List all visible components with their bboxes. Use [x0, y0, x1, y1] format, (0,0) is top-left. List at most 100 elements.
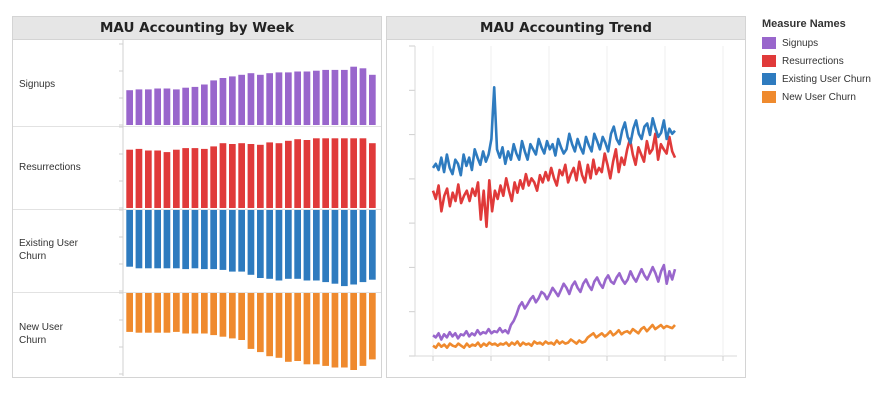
- row-divider: [13, 292, 381, 293]
- bar-new-user-churn: [331, 293, 339, 368]
- bar-existing-user-churn: [145, 210, 152, 269]
- bar-existing-user-churn: [266, 210, 273, 279]
- bar-resurrections: [247, 144, 255, 208]
- legend-item-new-user-churn[interactable]: New User Churn: [762, 88, 882, 106]
- bar-resurrections: [126, 149, 133, 208]
- bar-resurrections: [145, 150, 152, 208]
- bar-existing-user-churn: [247, 210, 255, 275]
- bar-signups: [369, 74, 376, 125]
- bar-existing-user-churn: [126, 210, 133, 267]
- legend-swatch: [762, 55, 776, 67]
- bar-resurrections: [285, 140, 292, 208]
- bar-resurrections: [359, 138, 367, 208]
- bar-existing-user-churn: [173, 210, 180, 269]
- bar-signups: [341, 69, 348, 125]
- bar-existing-user-churn: [238, 210, 245, 272]
- legend-title: Measure Names: [762, 18, 846, 30]
- bar-resurrections: [229, 144, 236, 208]
- bar-resurrections: [294, 139, 301, 208]
- bar-existing-user-churn: [191, 210, 199, 269]
- bar-existing-user-churn: [313, 210, 320, 281]
- bar-new-user-churn: [303, 293, 311, 365]
- bar-existing-user-churn: [201, 210, 208, 270]
- bar-existing-user-churn: [219, 210, 227, 270]
- bar-resurrections: [238, 143, 245, 208]
- bar-signups: [145, 89, 152, 125]
- bar-existing-user-churn: [359, 210, 367, 283]
- bar-resurrections: [219, 143, 227, 208]
- bar-resurrections: [331, 138, 339, 208]
- bar-existing-user-churn: [331, 210, 339, 284]
- bar-resurrections: [182, 148, 189, 208]
- legend: Measure Names Signups Resurrections Exis…: [762, 18, 882, 106]
- bar-signups: [322, 69, 329, 125]
- bar-existing-user-churn: [135, 210, 143, 269]
- bar-signups: [219, 78, 227, 125]
- bar-new-user-churn: [173, 293, 180, 332]
- bar-new-user-churn: [182, 293, 189, 334]
- bar-new-user-churn: [247, 293, 255, 349]
- bar-new-user-churn: [341, 293, 348, 368]
- bar-new-user-churn: [359, 293, 367, 366]
- bar-signups: [238, 74, 245, 125]
- line-series-signups: [432, 263, 677, 341]
- legend-label: Signups: [782, 37, 819, 49]
- bar-existing-user-churn: [341, 210, 348, 287]
- bar-existing-user-churn: [229, 210, 236, 272]
- bar-new-user-churn: [275, 293, 283, 358]
- legend-swatch: [762, 73, 776, 85]
- bar-signups: [173, 89, 180, 125]
- line-series-existing-user-churn: [431, 85, 676, 177]
- bar-signups: [182, 87, 189, 125]
- bar-resurrections: [322, 138, 329, 208]
- bar-new-user-churn: [350, 293, 357, 370]
- bar-signups: [266, 73, 273, 125]
- bar-existing-user-churn: [210, 210, 217, 270]
- bar-resurrections: [350, 138, 357, 208]
- bar-new-user-churn: [154, 293, 161, 333]
- bar-signups: [257, 74, 264, 125]
- legend-item-existing-user-churn[interactable]: Existing User Churn: [762, 70, 882, 88]
- bar-existing-user-churn: [154, 210, 161, 269]
- legend-swatch: [762, 37, 776, 49]
- bar-existing-user-churn: [275, 210, 283, 281]
- bar-signups: [135, 89, 143, 125]
- bar-existing-user-churn: [294, 210, 301, 279]
- bar-resurrections: [135, 148, 143, 208]
- bar-resurrections: [201, 148, 208, 208]
- line-chart-plot: [409, 45, 737, 361]
- bar-resurrections: [210, 146, 217, 208]
- bar-existing-user-churn: [257, 210, 264, 278]
- bar-existing-user-churn: [285, 210, 292, 279]
- bar-signups: [313, 70, 320, 125]
- bar-new-user-churn: [145, 293, 152, 333]
- bar-new-user-churn: [210, 293, 217, 336]
- legend-swatch: [762, 91, 776, 103]
- legend-item-signups[interactable]: Signups: [762, 34, 882, 52]
- bar-resurrections: [163, 152, 171, 208]
- bar-resurrections: [173, 149, 180, 208]
- bar-signups: [359, 68, 367, 125]
- row-label-new-user-churn: New User Churn: [19, 322, 63, 346]
- bar-existing-user-churn: [350, 210, 357, 285]
- legend-item-resurrections[interactable]: Resurrections: [762, 52, 882, 70]
- bar-resurrections: [275, 143, 283, 208]
- legend-label: Resurrections: [782, 55, 844, 67]
- bar-signups: [294, 71, 301, 125]
- legend-label: New User Churn: [782, 91, 856, 103]
- bar-resurrections: [191, 148, 199, 208]
- bar-resurrections: [266, 142, 273, 208]
- bar-resurrections: [154, 150, 161, 208]
- bar-new-user-churn: [163, 293, 171, 333]
- bar-signups: [350, 66, 357, 125]
- row-divider: [13, 126, 381, 127]
- row-label-resurrections: Resurrections: [19, 162, 81, 173]
- bar-new-user-churn: [238, 293, 245, 340]
- bar-new-user-churn: [191, 293, 199, 334]
- bar-signups: [285, 72, 292, 125]
- bar-existing-user-churn: [303, 210, 311, 281]
- bar-signups: [191, 86, 199, 125]
- bar-signups: [247, 73, 255, 125]
- line-series-new-user-churn: [432, 323, 676, 350]
- row-label-existing-user-churn: Existing User Churn: [19, 238, 78, 262]
